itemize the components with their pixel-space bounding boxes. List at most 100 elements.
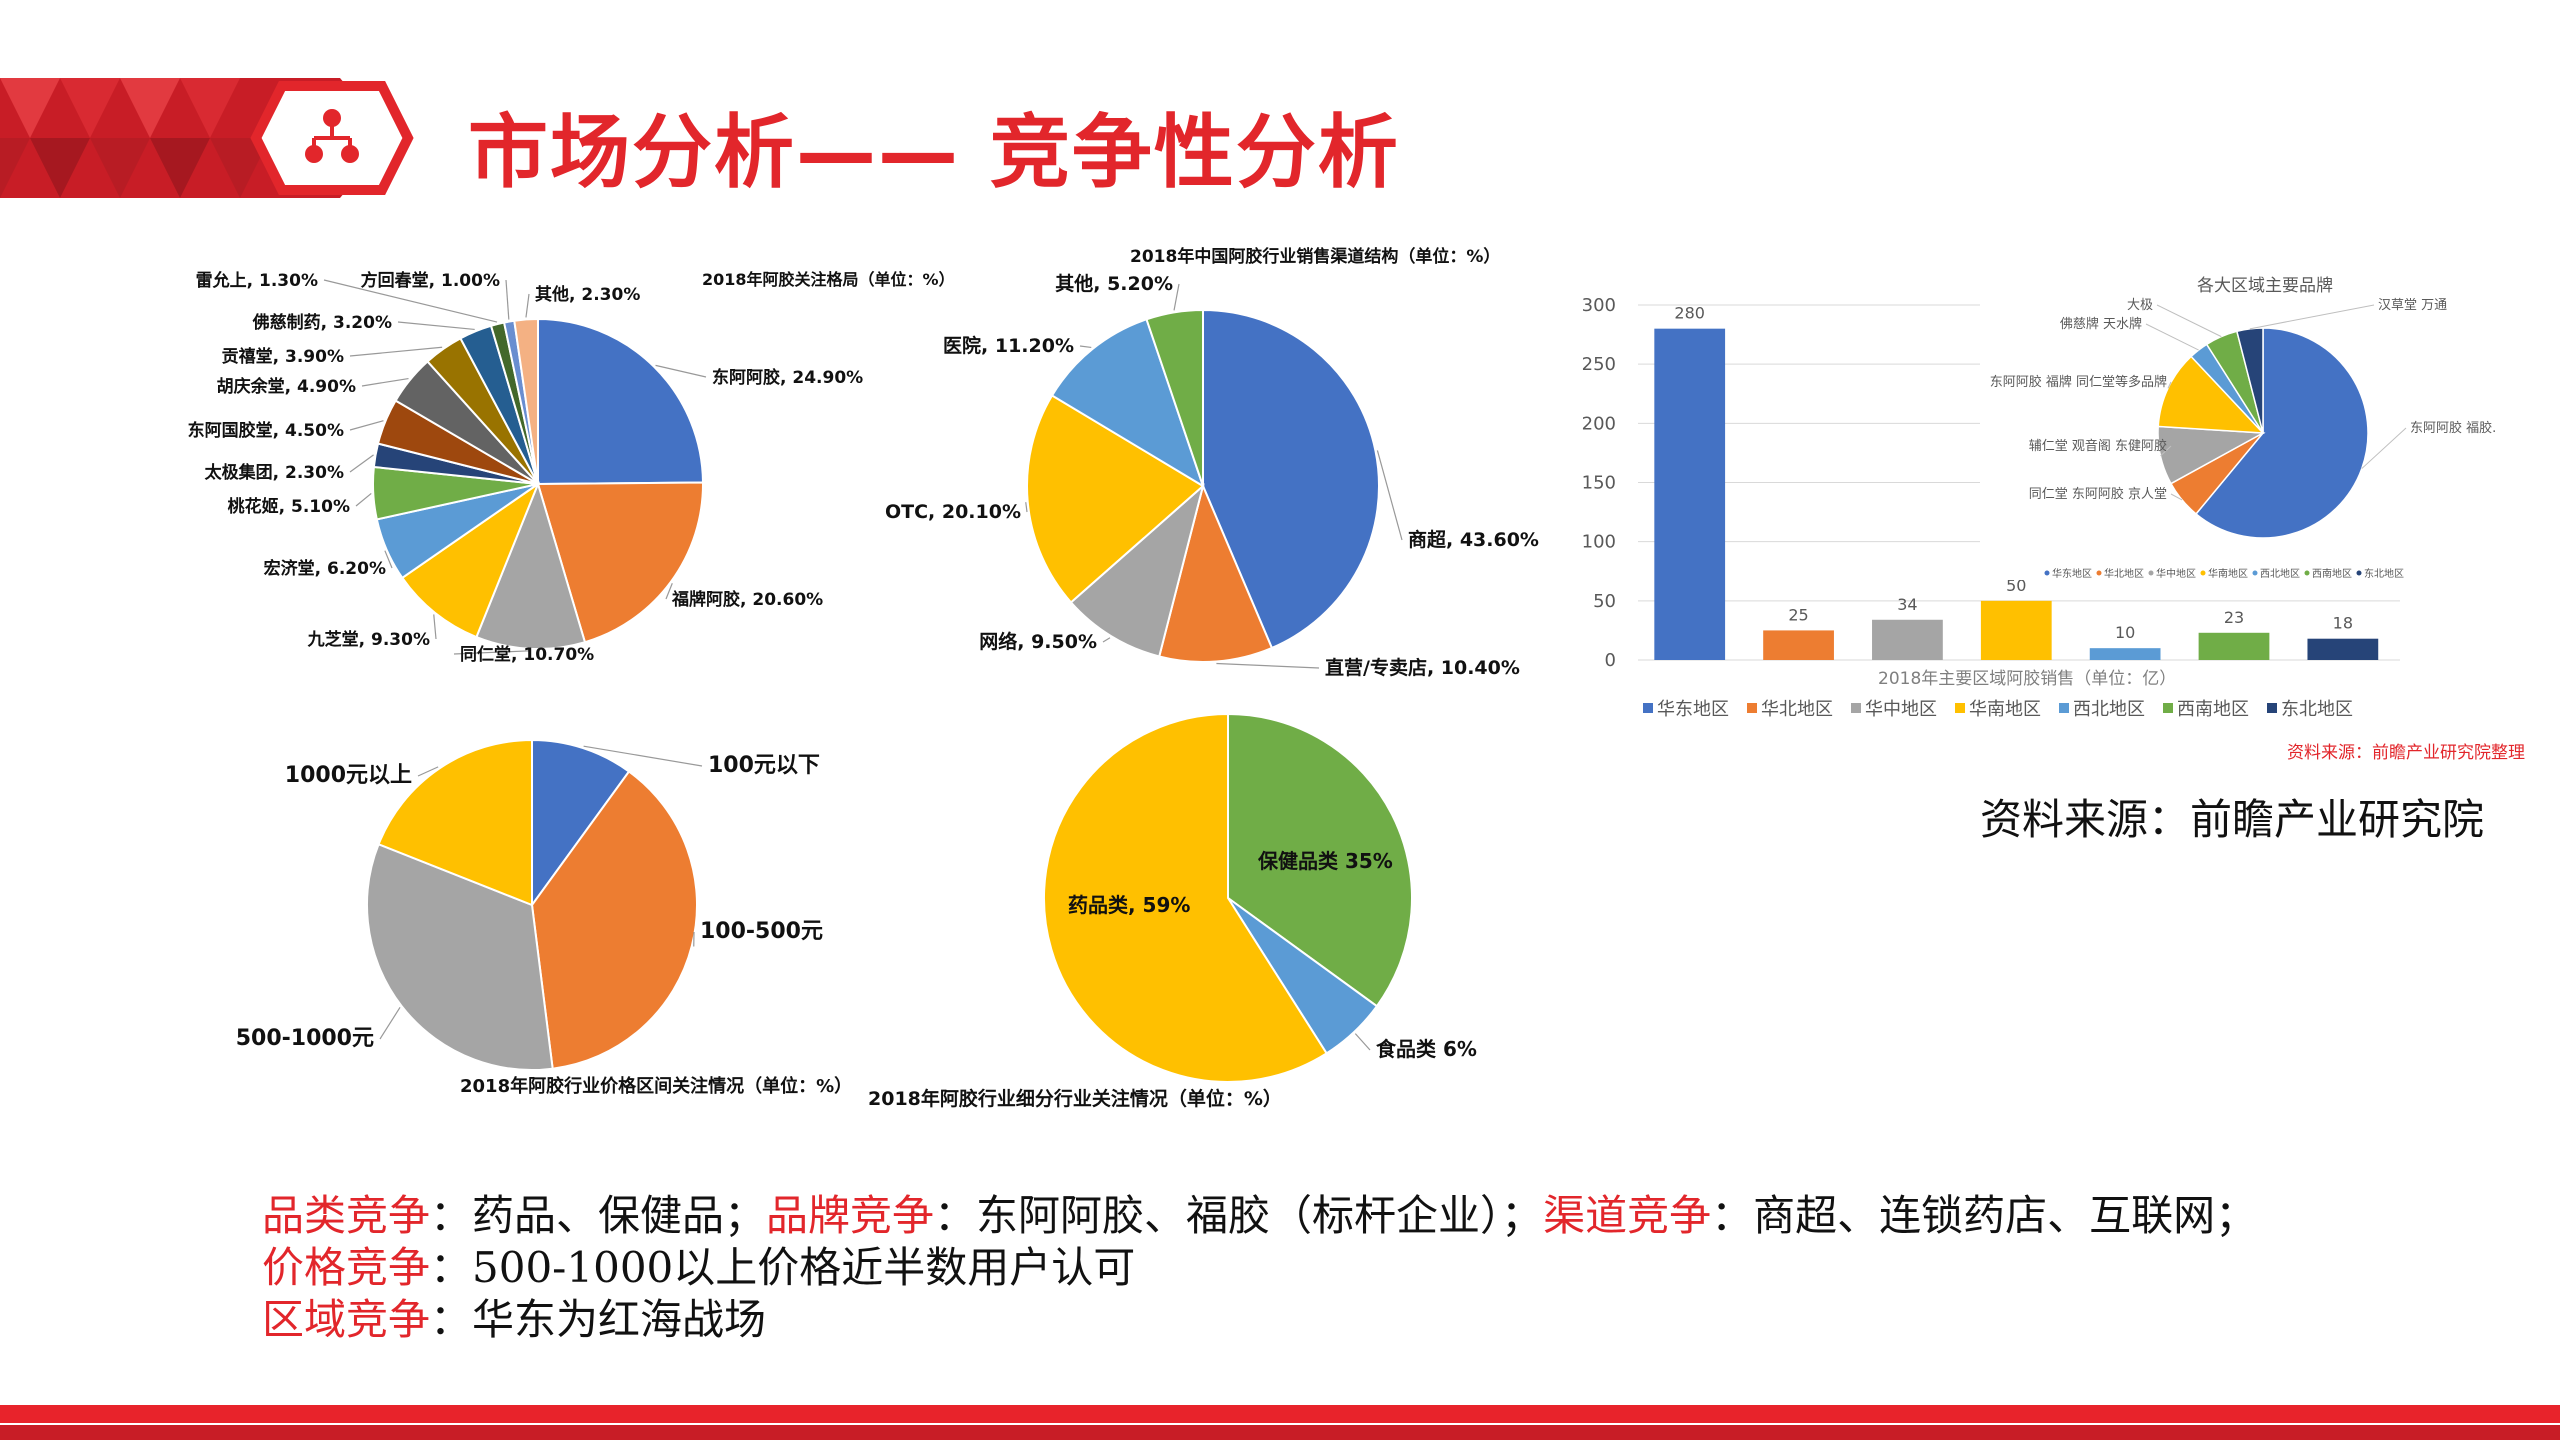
chart1-slice [400, 481, 541, 639]
page-title: 市场分析—— 竞争性分析 [468, 106, 1400, 199]
chart1-label: 东阿阿胶, 24.90% [712, 367, 863, 388]
chart5-legend-label: 西北地区 [2073, 699, 2145, 720]
chart5-legend-swatch [1955, 703, 1965, 713]
chart6-legend-dot [2044, 570, 2050, 576]
chart5-bar [2198, 632, 2270, 660]
chart2-leader-line [1173, 283, 1180, 311]
chart2-label: 医院, 11.20% [943, 334, 1074, 357]
chart1-label: 九芝堂, 9.30% [307, 629, 430, 650]
chart3-label: 100-500元 [700, 919, 823, 944]
summary-line: 区域竞争：华东为红海战场 [262, 1295, 767, 1344]
chart5-ytick: 100 [1582, 532, 1616, 553]
chart6-legend-dot [2356, 570, 2362, 576]
chart6-label: 大极 [2127, 298, 2153, 313]
chart4-title: 2018年阿胶行业细分行业关注情况（单位：%） [868, 1087, 1282, 1110]
chart1-label: 同仁堂, 10.70% [460, 644, 594, 665]
chart5-value-label: 10 [2115, 623, 2135, 642]
chart3-slice [377, 738, 533, 907]
chart6-title: 各大区域主要品牌 [2197, 276, 2333, 296]
summary-text: 品类竞争：药品、保健品；品牌竞争：东阿阿胶、福胶（标杆企业）；渠道竞争：商超、连… [262, 1190, 2257, 1346]
chart5-ytick: 150 [1582, 473, 1616, 494]
chart5-legend-label: 华南地区 [1969, 699, 2041, 720]
chart2-label: OTC, 20.10% [885, 501, 1021, 523]
chart5-ytick: 0 [1605, 650, 1616, 671]
chart1-label: 雷允上, 1.30% [196, 270, 318, 291]
footer-bar-dark [0, 1425, 2560, 1440]
chart5-value-label: 50 [2006, 576, 2026, 595]
summary-line: 品类竞争：药品、保健品；品牌竞争：东阿阿胶、福胶（标杆企业）；渠道竞争：商超、连… [262, 1191, 2258, 1240]
chart2-leader-line [1025, 502, 1028, 513]
chart1-leader-line [397, 321, 475, 331]
chart6-label: 同仁堂 东阿阿胶 京人堂 [2029, 486, 2167, 502]
chart5-legend-label: 西南地区 [2177, 699, 2249, 720]
chart1-leader-line [361, 377, 409, 387]
chart5-value-label: 280 [1674, 304, 1705, 323]
chart3-slice [530, 770, 698, 1070]
chart1-label: 方回春堂, 1.00% [361, 270, 500, 291]
chart6-leader-line [2167, 381, 2172, 389]
chart6-legend-label: 华东地区 [2052, 567, 2092, 580]
chart5-ytick: 300 [1582, 295, 1616, 316]
chart5-xlabel: 2018年主要区域阿胶销售（单位：亿） [1878, 669, 2176, 689]
chart4-leader-line [1354, 1033, 1371, 1051]
chart6-legend-dot [2148, 570, 2154, 576]
chart6-leader-line [2361, 427, 2407, 469]
chart4-label: 保健品类 35% [1257, 849, 1393, 873]
chart1-leader-line [349, 420, 384, 431]
chart3-leader-line [417, 766, 439, 777]
chart2-leader-line [1216, 662, 1320, 669]
chart5-legend-swatch [1851, 703, 1861, 713]
chart6-slice [2157, 355, 2265, 434]
chart5-bar [1980, 600, 2052, 660]
chart5-ytick: 200 [1582, 413, 1616, 434]
chart5-bar [1872, 619, 1943, 660]
chart6-legend-label: 西南地区 [2312, 567, 2352, 580]
chart1-leader-line [433, 614, 437, 640]
footer-bar [0, 1405, 2560, 1423]
chart5-legend-label: 华东地区 [1657, 699, 1729, 720]
summary-line: 价格竞争：500-1000以上价格近半数用户认可 [262, 1243, 1136, 1292]
chart1-label: 宏济堂, 6.20% [264, 558, 386, 579]
chart1-label: 桃花姬, 5.10% [228, 496, 350, 517]
chart6-legend-label: 华南地区 [2208, 567, 2248, 580]
chart1-leader-line [453, 650, 531, 655]
chart6-leader-line [2170, 493, 2183, 501]
chart2-slice [1145, 308, 1204, 487]
chart6-label: 东阿阿胶 福胶. [2410, 420, 2496, 436]
chart3-slice [366, 842, 554, 1071]
chart1-label: 其他, 2.30% [535, 284, 640, 305]
chart1-label: 东阿国胶堂, 4.50% [188, 420, 344, 441]
source-label: 资料来源：前瞻产业研究院 [1980, 795, 2485, 844]
chart6-label: 汉草堂 万通 [2378, 298, 2447, 313]
network-icon [305, 109, 359, 163]
chart1-slice [513, 317, 539, 485]
chart1-leader-line [384, 550, 393, 569]
chart2-label: 商超, 43.60% [1408, 528, 1539, 551]
chart2-leader-line [1102, 637, 1111, 643]
chart2-slice [1026, 394, 1205, 604]
chart6-legend-label: 华北地区 [2104, 567, 2144, 580]
chart5-bar [2089, 648, 2161, 660]
chart1-label: 太极集团, 2.30% [205, 462, 344, 483]
chart5-source-note: 资料来源：前瞻产业研究院整理 [2287, 743, 2525, 763]
chart2-slice [1069, 483, 1205, 658]
chart5-value-label: 34 [1897, 595, 1917, 614]
chart2-leader-line [1079, 345, 1092, 349]
chart6-legend-label: 华中地区 [2156, 567, 2196, 580]
chart4-label: 药品类, 59% [1068, 893, 1190, 917]
chart1-slice [475, 480, 587, 650]
chart6-leader-line [2145, 323, 2199, 351]
chart6-label: 东阿阿胶 福牌 同仁堂等多品牌 [1990, 374, 2167, 390]
chart3-label: 500-1000元 [236, 1026, 374, 1051]
chart6-legend-label: 西北地区 [2260, 567, 2300, 580]
chart1-label: 福牌阿胶, 20.60% [671, 589, 823, 610]
chart5-value-label: 18 [2333, 614, 2353, 633]
chart1-leader-line [349, 346, 443, 357]
chart5-legend-label: 东北地区 [2281, 699, 2353, 720]
chart3-slice [531, 738, 631, 909]
chart3-leader-line [583, 745, 703, 767]
chart5-bar [1763, 630, 1834, 660]
chart5-legend-swatch [2163, 703, 2173, 713]
chart5-legend-swatch [1747, 703, 1757, 713]
